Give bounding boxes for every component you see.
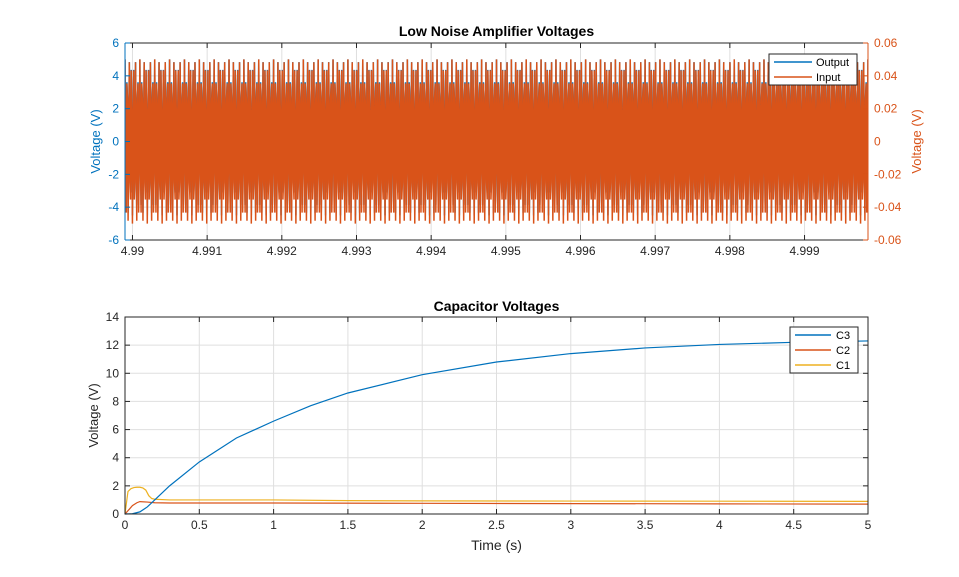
legend-label-output: Output bbox=[816, 57, 849, 69]
x-axis-label: Time (s) bbox=[471, 537, 522, 553]
x-tick-label: 0.5 bbox=[191, 518, 208, 532]
y-tick-label: 4 bbox=[112, 451, 119, 465]
y-axis-label: Voltage (V) bbox=[86, 383, 101, 447]
x-tick-label: 3.5 bbox=[637, 518, 654, 532]
right-y-tick-label: -0.04 bbox=[874, 200, 902, 214]
series-line-c3 bbox=[124, 340, 869, 515]
x-tick-label: 4.998 bbox=[715, 244, 745, 258]
y-tick-label: 0 bbox=[112, 507, 119, 521]
left-y-axis-label: Voltage (V) bbox=[88, 109, 103, 173]
x-tick-label: 4.997 bbox=[640, 244, 670, 258]
y-tick-label: 14 bbox=[106, 310, 120, 324]
legend-label-c1: C1 bbox=[836, 360, 850, 372]
chart-title: Capacitor Voltages bbox=[434, 298, 560, 314]
x-tick-label: 2 bbox=[419, 518, 426, 532]
right-y-tick-label: -0.02 bbox=[874, 167, 902, 181]
left-y-tick-label: 0 bbox=[112, 135, 119, 149]
y-tick-label: 8 bbox=[112, 394, 119, 408]
legend-label-c3: C3 bbox=[836, 330, 850, 342]
series-line-c2 bbox=[124, 501, 869, 515]
left-y-tick-label: 4 bbox=[112, 69, 119, 83]
left-y-tick-label: 6 bbox=[112, 36, 119, 50]
y-tick-label: 2 bbox=[112, 479, 119, 493]
x-tick-label: 1 bbox=[270, 518, 277, 532]
x-tick-label: 4.992 bbox=[267, 244, 297, 258]
right-y-tick-label: 0.02 bbox=[874, 102, 898, 116]
x-tick-label: 4 bbox=[716, 518, 723, 532]
y-tick-label: 10 bbox=[106, 366, 120, 380]
x-tick-label: 4.994 bbox=[416, 244, 446, 258]
x-tick-label: 4.995 bbox=[491, 244, 521, 258]
right-y-axis-label: Voltage (V) bbox=[909, 109, 924, 173]
left-y-tick-label: -2 bbox=[108, 167, 119, 181]
right-y-tick-label: -0.06 bbox=[874, 233, 902, 247]
x-tick-label: 5 bbox=[865, 518, 872, 532]
legend-label-c2: C2 bbox=[836, 345, 850, 357]
right-y-tick-label: 0.06 bbox=[874, 36, 898, 50]
series-line-c1 bbox=[124, 486, 869, 515]
legend-box bbox=[768, 53, 858, 86]
x-tick-label: 4.991 bbox=[192, 244, 222, 258]
left-y-tick-label: -4 bbox=[108, 200, 119, 214]
series-line-input bbox=[125, 59, 868, 224]
x-tick-label: 4.996 bbox=[565, 244, 595, 258]
x-tick-label: 0 bbox=[122, 518, 129, 532]
capacitor-voltages-chart: 0 0.5 1 1.5 2 2.5 3 3.5 4 4.5 5 0 2 4 6 8 10 12 14 Capacito… bbox=[86, 298, 872, 553]
x-tick-label: 4.99 bbox=[121, 244, 145, 258]
legend-label-input: Input bbox=[816, 72, 840, 84]
right-y-tick-label: 0 bbox=[874, 135, 881, 149]
x-tick-label: 1.5 bbox=[340, 518, 357, 532]
x-tick-label: 3 bbox=[567, 518, 574, 532]
chart-title: Low Noise Amplifier Voltages bbox=[399, 23, 594, 39]
y-tick-label: 12 bbox=[106, 338, 120, 352]
x-tick-label: 4.993 bbox=[341, 244, 371, 258]
x-tick-label: 4.999 bbox=[790, 244, 820, 258]
left-y-tick-label: 2 bbox=[112, 102, 119, 116]
x-tick-label: 4.5 bbox=[785, 518, 802, 532]
x-tick-label: 2.5 bbox=[488, 518, 505, 532]
left-y-tick-label: -6 bbox=[108, 233, 119, 247]
y-tick-label: 6 bbox=[112, 423, 119, 437]
amplifier-voltages-chart: 4.99 4.991 4.992 4.993 4.994 4.995 4.996 4.997 4… bbox=[88, 23, 924, 258]
right-y-tick-label: 0.04 bbox=[874, 69, 898, 83]
